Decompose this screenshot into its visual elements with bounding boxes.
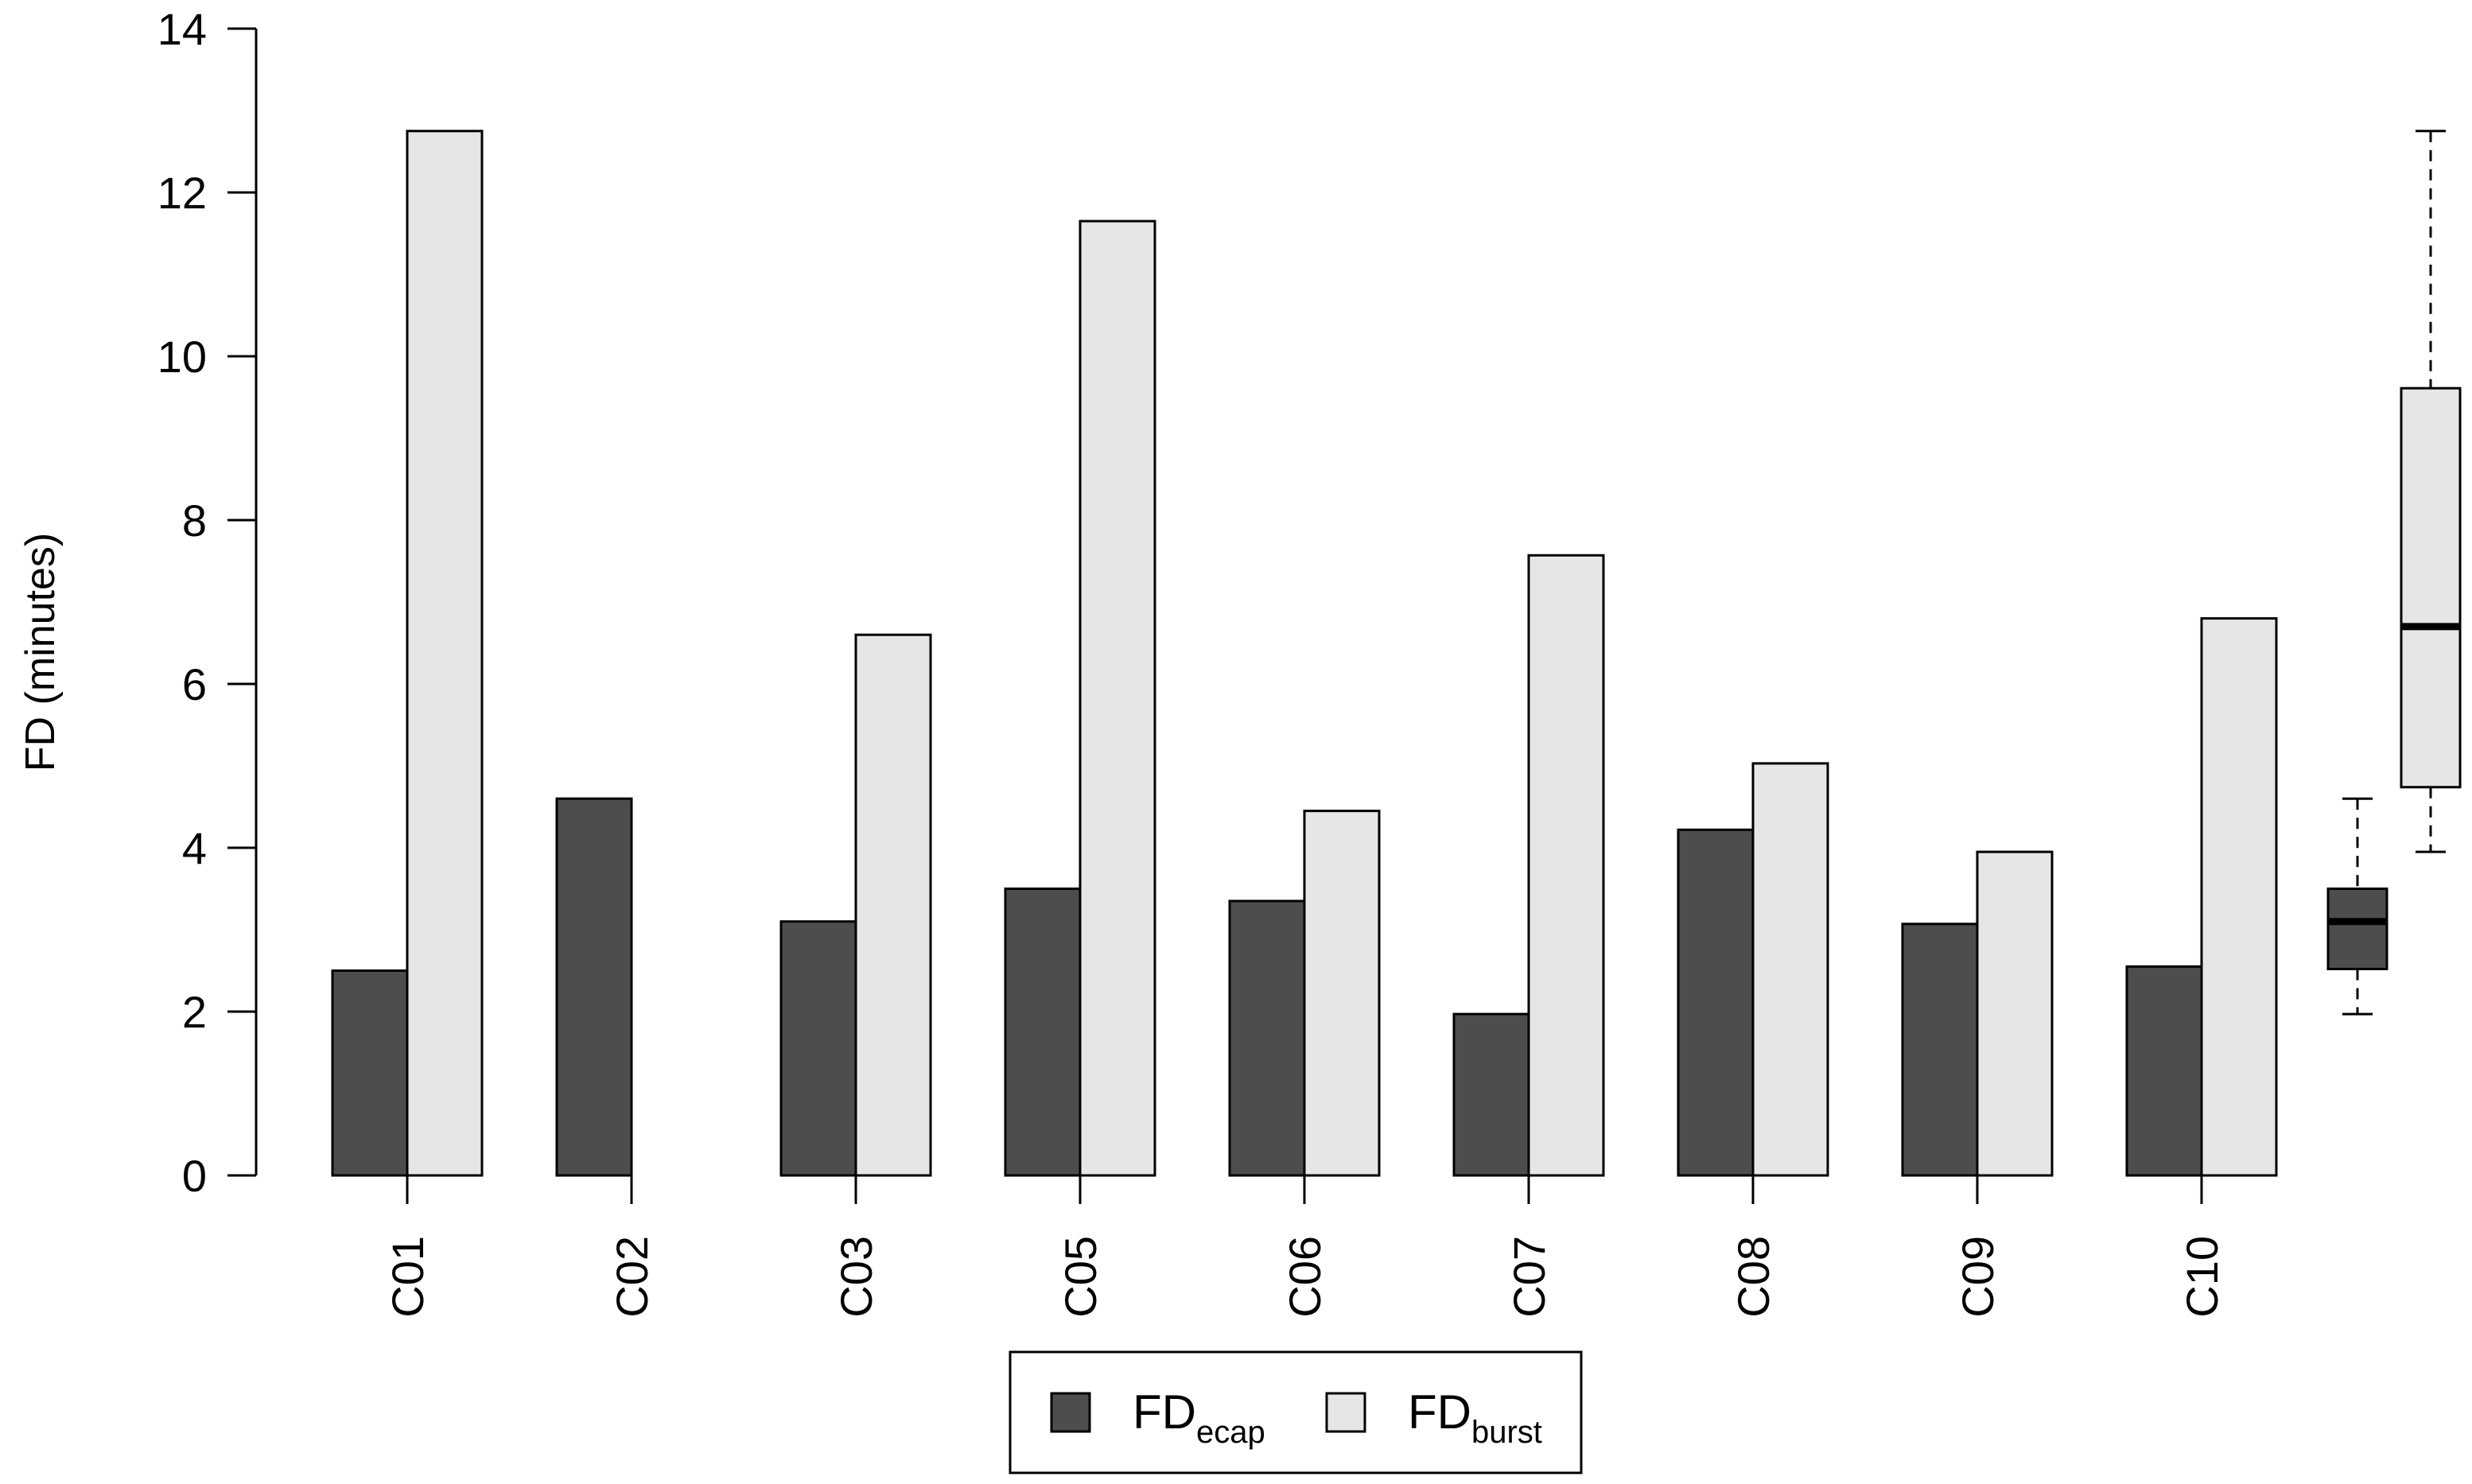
bar-ecap-C08 <box>1677 828 1755 1177</box>
x-tick-label: C08 <box>1728 1236 1778 1318</box>
bars <box>331 130 2278 1177</box>
y-tick-label: 8 <box>182 495 207 546</box>
legend-label-burst: FDburst <box>1408 1385 1542 1450</box>
legend: FDecap FDburst <box>1009 1350 1583 1474</box>
bar-burst-C01 <box>406 130 484 1177</box>
y-axis-title: FD (minutes) <box>17 533 64 771</box>
boxplot-box <box>2326 888 2388 970</box>
y-tick-label: 6 <box>182 659 207 709</box>
bar-burst-C08 <box>1751 762 1829 1177</box>
x-tick-label: C01 <box>383 1236 433 1318</box>
y-tick-label: 14 <box>157 4 207 54</box>
y-tick-label: 4 <box>182 823 207 873</box>
bar-ecap-C10 <box>2125 965 2203 1177</box>
y-axis: 0 2 4 6 8 10 12 14 <box>157 4 258 1201</box>
bar-ecap-C09 <box>1901 923 1979 1177</box>
x-tick-label: C02 <box>607 1236 657 1318</box>
legend-box <box>1009 1350 1583 1474</box>
bar-burst-C10 <box>2200 617 2278 1177</box>
boxplot-box <box>2400 387 2462 789</box>
bar-burst-C05 <box>1079 219 1156 1177</box>
y-tick-label: 0 <box>182 1151 207 1201</box>
boxplot-burst <box>2400 130 2462 853</box>
y-tick-label: 2 <box>182 987 207 1037</box>
bar-ecap-C06 <box>1228 899 1306 1177</box>
bar-ecap-C07 <box>1452 1012 1530 1177</box>
boxplot-ecap <box>2326 797 2388 1016</box>
legend-swatch-ecap <box>1050 1392 1091 1433</box>
bar-ecap-C05 <box>1004 888 1082 1177</box>
boxplots <box>2326 130 2462 1016</box>
bar-burst-C09 <box>1976 850 2054 1177</box>
bar-burst-C06 <box>1303 810 1381 1177</box>
bar-ecap-C03 <box>779 920 857 1177</box>
x-axis: C01 C02 C03 C05 C06 C07 C08 C09 C10 <box>383 1175 2227 1318</box>
x-tick-label: C03 <box>831 1236 881 1318</box>
x-tick-label: C05 <box>1055 1236 1106 1318</box>
bar-ecap-C02 <box>555 797 633 1177</box>
legend-swatch-burst <box>1325 1392 1366 1433</box>
x-tick-label: C10 <box>2177 1236 2227 1318</box>
y-tick-label: 12 <box>157 168 207 218</box>
y-tick-label: 10 <box>157 332 207 382</box>
bar-ecap-C01 <box>331 969 409 1177</box>
x-tick-label: C09 <box>1953 1236 2003 1318</box>
bar-burst-C07 <box>1527 554 1605 1177</box>
x-tick-label: C06 <box>1280 1236 1330 1318</box>
legend-label-ecap: FDecap <box>1133 1385 1265 1450</box>
x-tick-label: C07 <box>1504 1236 1554 1318</box>
bar-burst-C03 <box>854 633 932 1177</box>
